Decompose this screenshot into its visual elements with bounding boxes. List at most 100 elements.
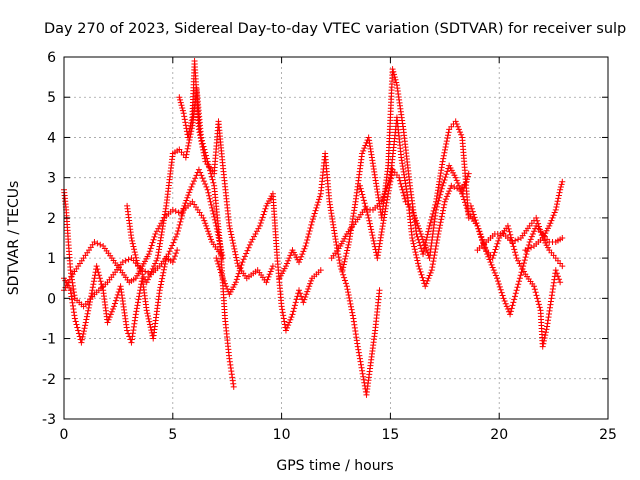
data-point xyxy=(556,189,563,196)
data-point xyxy=(550,212,557,219)
data-point xyxy=(189,180,196,187)
data-point xyxy=(383,202,390,209)
data-point xyxy=(478,233,485,240)
data-point xyxy=(346,294,353,301)
data-point xyxy=(508,237,515,244)
data-point xyxy=(199,175,206,182)
data-point xyxy=(470,211,477,218)
data-point xyxy=(417,230,424,237)
data-point xyxy=(233,276,240,283)
data-point xyxy=(505,225,512,232)
data-point xyxy=(416,228,423,235)
data-point xyxy=(90,281,97,288)
data-point xyxy=(253,228,260,235)
data-point xyxy=(511,293,518,300)
data-point xyxy=(358,188,365,195)
data-point xyxy=(169,259,176,266)
data-point xyxy=(226,225,233,232)
data-point xyxy=(314,202,321,209)
data-point xyxy=(129,240,136,247)
data-point xyxy=(516,260,523,267)
data-point xyxy=(134,263,141,270)
data-point xyxy=(359,370,366,377)
data-point xyxy=(169,242,176,249)
data-point xyxy=(85,304,92,311)
data-point xyxy=(96,272,103,279)
data-point xyxy=(111,303,118,310)
data-point xyxy=(443,141,450,148)
data-point xyxy=(531,283,538,290)
data-point xyxy=(181,202,188,209)
data-point xyxy=(161,263,168,270)
data-point xyxy=(412,249,419,256)
data-point xyxy=(75,327,82,334)
data-point xyxy=(73,321,80,328)
data-point xyxy=(307,224,314,231)
data-point xyxy=(148,242,155,249)
data-point xyxy=(428,267,435,274)
data-point xyxy=(134,302,141,309)
data-point xyxy=(501,298,508,305)
data-point xyxy=(231,245,238,252)
data-point xyxy=(437,188,444,195)
data-point xyxy=(420,239,427,246)
data-point xyxy=(413,251,420,258)
data-point xyxy=(132,311,139,318)
data-point xyxy=(535,223,542,230)
data-point xyxy=(93,263,100,270)
data-point xyxy=(89,287,96,294)
data-point xyxy=(200,146,207,153)
data-point xyxy=(143,307,150,314)
data-point xyxy=(244,247,251,254)
data-point xyxy=(557,184,564,191)
data-point xyxy=(228,234,235,241)
data-point xyxy=(304,233,311,240)
data-point xyxy=(83,316,90,323)
data-point xyxy=(208,173,215,180)
data-point xyxy=(444,132,451,139)
data-point xyxy=(86,301,93,308)
data-point xyxy=(363,206,370,213)
data-point xyxy=(434,237,441,244)
data-point xyxy=(532,289,539,296)
data-point xyxy=(436,225,443,232)
data-point xyxy=(508,234,515,241)
data-point xyxy=(423,247,430,254)
data-point xyxy=(371,240,378,247)
data-point xyxy=(144,310,151,317)
series-track-12 xyxy=(474,214,566,270)
data-point xyxy=(448,182,455,189)
data-point xyxy=(301,245,308,252)
data-point xyxy=(519,265,526,272)
data-point xyxy=(133,254,140,261)
data-point xyxy=(369,235,376,241)
data-point xyxy=(385,187,392,194)
data-point xyxy=(156,287,163,294)
data-point xyxy=(178,215,185,222)
data-point xyxy=(198,141,205,148)
data-point xyxy=(160,266,167,273)
data-point xyxy=(249,236,256,243)
data-point xyxy=(540,340,547,347)
data-point xyxy=(455,126,462,133)
data-point xyxy=(223,283,230,290)
data-point xyxy=(356,182,363,189)
data-point xyxy=(146,318,153,325)
data-point xyxy=(391,74,398,81)
data-point xyxy=(233,254,240,261)
data-point xyxy=(492,272,499,279)
data-point xyxy=(342,253,349,260)
data-point xyxy=(188,120,195,127)
data-point xyxy=(204,186,211,193)
data-point xyxy=(281,321,288,328)
data-point xyxy=(528,244,535,251)
data-point xyxy=(299,251,306,258)
data-point xyxy=(262,205,269,212)
data-point xyxy=(291,302,298,309)
data-point xyxy=(494,240,501,247)
data-point xyxy=(398,183,405,190)
data-point xyxy=(217,269,224,276)
data-point xyxy=(288,314,295,321)
data-point xyxy=(296,259,303,266)
data-point xyxy=(235,270,242,277)
